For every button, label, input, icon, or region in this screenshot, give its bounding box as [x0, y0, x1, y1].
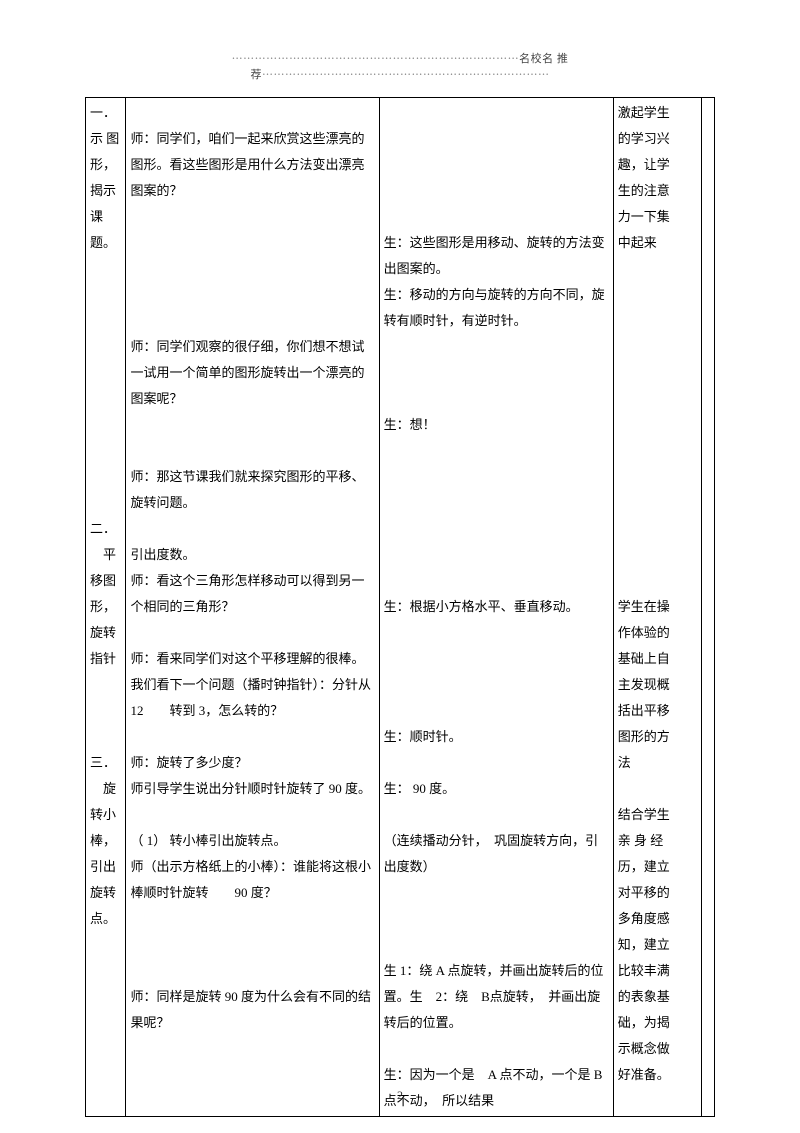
student-line: 生：移动的方向与旋转的方向不同，旋转有顺时针，有逆时针。: [384, 282, 609, 334]
teacher-line: 引出度数。: [130, 542, 374, 568]
page-number: 2: [0, 1088, 800, 1103]
student-line: 生 1：绕 A 点旋转，并画出旋转后的位置。生 2：绕 B点旋转， 并画出旋转后…: [384, 958, 609, 1036]
teacher-line: 师：同学们观察的很仔细，你们想不想试一试用一个简单的图形旋转出一个漂亮的图案呢？: [130, 334, 374, 412]
teacher-line: 师：看这个三角形怎样移动可以得到另一个相同的三角形？: [130, 568, 374, 620]
header-dots-left: ⋯⋯⋯⋯⋯⋯⋯⋯⋯⋯⋯⋯⋯⋯⋯⋯⋯⋯⋯⋯⋯⋯⋯⋯⋯: [232, 53, 520, 65]
note-block-1: 激起学生 的学习兴 趣，让学 生的注意 力一下集 中起来: [618, 100, 698, 256]
section-label-cell: 一． 示 图 形， 揭示 课 题。 二． 平 移图 形， 旋转 指针 三．: [86, 98, 126, 1117]
teacher-line: 师引导学生说出分针顺时针旋转了 90 度。: [130, 776, 374, 802]
header-dots-right: ⋯⋯⋯⋯⋯⋯⋯⋯⋯⋯⋯⋯⋯⋯⋯⋯⋯⋯⋯⋯⋯⋯⋯⋯⋯: [262, 69, 550, 81]
note-block-2: 学生在操 作体验的 基础上自 主发现概 括出平移 图形的方 法: [618, 594, 698, 776]
teacher-line: 师：同学们，咱们一起来欣赏这些漂亮的图形。看这些图形是用什么方法变出漂亮图案的？: [130, 126, 374, 204]
empty-cell: [702, 98, 715, 1117]
student-dialogue-cell: 生：这些图形是用移动、旋转的方法变出图案的。 生：移动的方向与旋转的方向不同，旋…: [379, 98, 613, 1117]
student-line: 生：顺时针。: [384, 724, 609, 750]
teacher-dialogue-cell: 师：同学们，咱们一起来欣赏这些漂亮的图形。看这些图形是用什么方法变出漂亮图案的？…: [126, 98, 379, 1117]
student-line: 生：想！: [384, 412, 609, 438]
lesson-plan-table: 一． 示 图 形， 揭示 课 题。 二． 平 移图 形， 旋转 指针 三．: [85, 97, 715, 1117]
teacher-line: 师：看来同学们对这个平移理解的很棒。我们看下一个问题（播时钟指针）：分针从 12…: [130, 646, 374, 724]
teacher-line: 师：那这节课我们就来探究图形的平移、旋转问题。: [130, 464, 374, 516]
teacher-line: 师：同样是旋转 90 度为什么会有不同的结果呢？: [130, 984, 374, 1036]
teacher-line: 师：旋转了多少度？: [130, 750, 374, 776]
note-block-3: 结合学生 亲 身 经 历，建立 对平移的 多角度感 知，建立 比较丰满 的表象基…: [618, 802, 698, 1088]
section-3-label: 三． 旋 转小 棒， 引出 旋转 点。: [90, 750, 121, 932]
student-line: 生： 90 度。: [384, 776, 609, 802]
student-line: 生：根据小方格水平、垂直移动。: [384, 594, 609, 620]
section-2-label: 二． 平 移图 形， 旋转 指针: [90, 516, 121, 672]
section-1-label: 一． 示 图 形， 揭示 课 题。: [90, 100, 121, 256]
page-header: ⋯⋯⋯⋯⋯⋯⋯⋯⋯⋯⋯⋯⋯⋯⋯⋯⋯⋯⋯⋯⋯⋯⋯⋯⋯名校名 推荐⋯⋯⋯⋯⋯⋯⋯⋯⋯…: [85, 50, 715, 82]
teacher-line: （ 1） 转小棒引出旋转点。: [130, 828, 374, 854]
teacher-line: 师（出示方格纸上的小棒）：谁能将这根小棒顺时针旋转 90 度？: [130, 854, 374, 906]
student-line: （连续播动分针， 巩固旋转方向，引出度数）: [384, 828, 609, 880]
student-line: 生：这些图形是用移动、旋转的方法变出图案的。: [384, 230, 609, 282]
notes-cell: 激起学生 的学习兴 趣，让学 生的注意 力一下集 中起来 学生在操 作体验的 基…: [613, 98, 702, 1117]
